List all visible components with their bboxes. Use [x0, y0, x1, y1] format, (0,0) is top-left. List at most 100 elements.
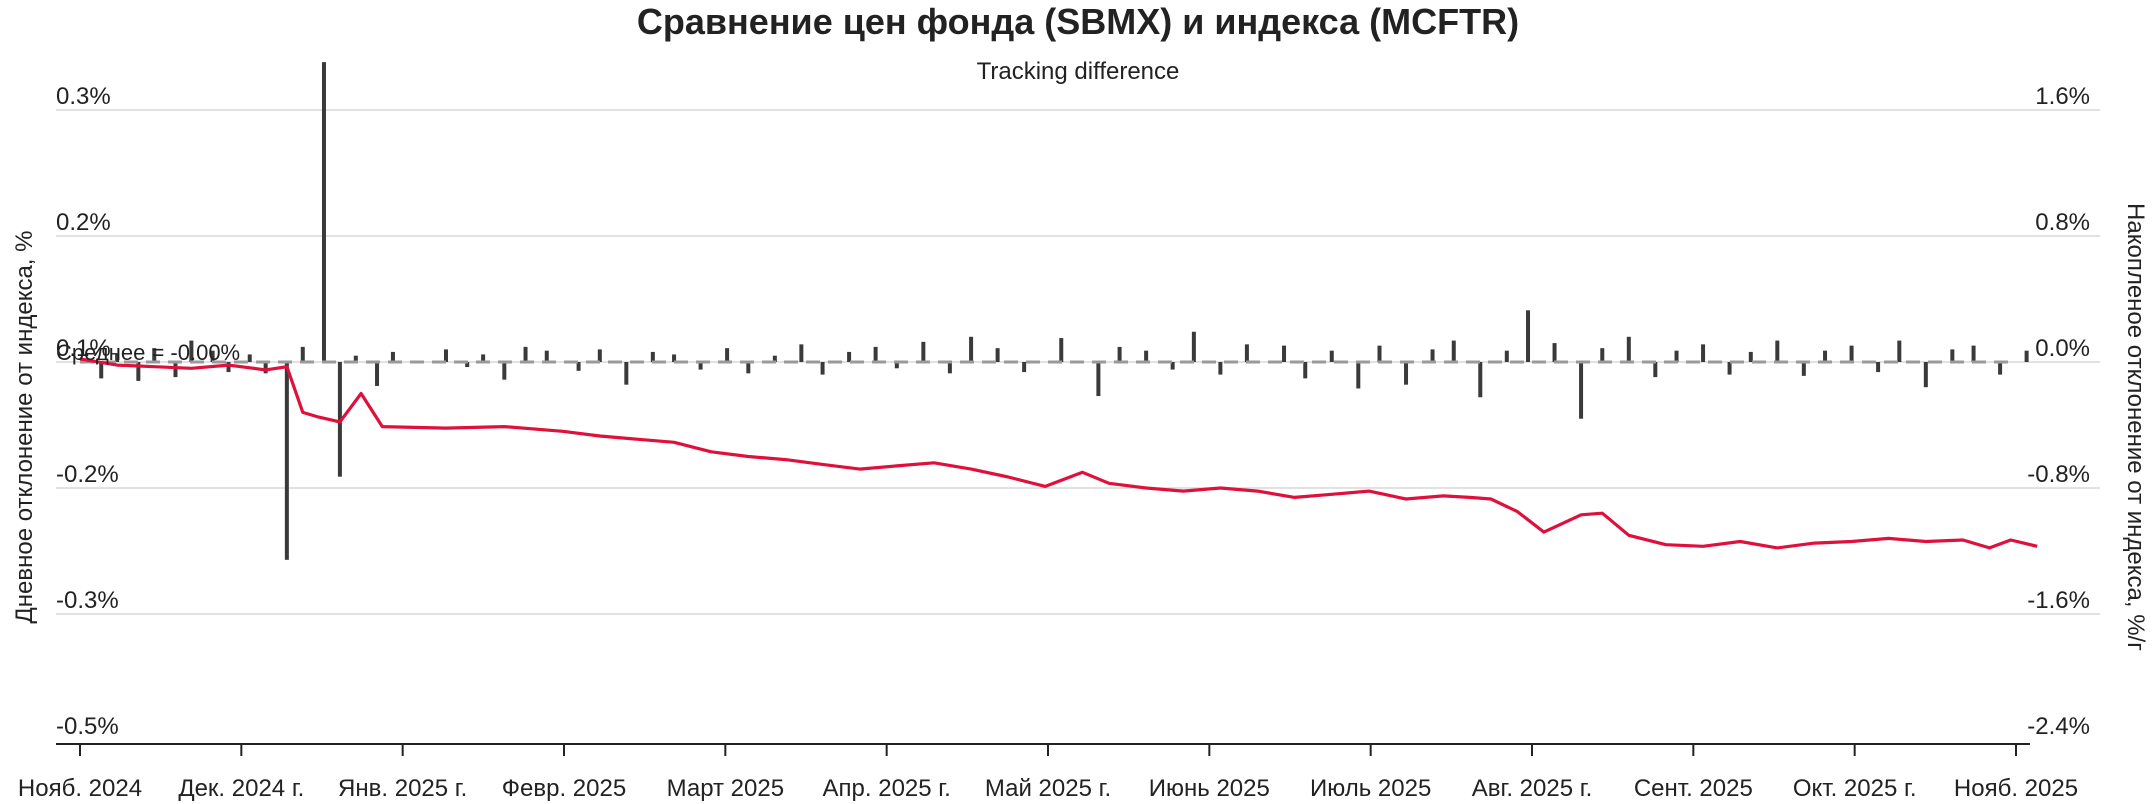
daily-deviation-bar: [995, 348, 1000, 362]
right-tick-label: -2.4%: [2027, 713, 2090, 740]
daily-deviation-bar: [1727, 362, 1732, 375]
daily-deviation-bar: [873, 346, 878, 362]
daily-deviation-bar: [1748, 351, 1753, 362]
daily-deviation-bar: [1451, 340, 1456, 362]
daily-deviation-bar: [300, 346, 305, 362]
daily-deviation-bar: [375, 362, 380, 386]
x-tick-label: Апр. 2025 г.: [823, 775, 951, 802]
cumulative-line: [79, 357, 2038, 550]
daily-deviation-bar: [1282, 345, 1287, 362]
daily-deviation-bar: [1329, 350, 1334, 362]
x-tick-label: Окт. 2025 г.: [1793, 775, 1917, 802]
daily-deviation-bar: [226, 362, 231, 373]
x-tick-label: Нояб. 2024: [18, 775, 142, 802]
daily-deviation-bar: [263, 362, 268, 374]
daily-deviation-bar: [1876, 362, 1881, 373]
right-axis-title: Накопленое отклонение от индекса, %/г: [2122, 203, 2149, 651]
left-tick-label: 0.2%: [56, 209, 111, 236]
left-tick-label: -0.3%: [56, 587, 119, 614]
daily-deviation-bar: [894, 362, 899, 369]
daily-deviation-bar: [1600, 348, 1605, 362]
daily-deviation-bar: [1170, 362, 1175, 370]
daily-deviation-bar: [284, 362, 289, 560]
daily-deviation-bar: [1430, 349, 1435, 362]
daily-deviation-bar: [1218, 362, 1223, 375]
daily-deviation-bar: [1674, 350, 1679, 362]
daily-deviation-bar: [210, 350, 215, 362]
daily-deviation-bar: [353, 355, 358, 362]
daily-deviation-bar: [1897, 340, 1902, 362]
daily-deviation-bar: [597, 349, 602, 362]
x-tick-label: Нояб. 2025: [1954, 775, 2078, 802]
x-tick-label: Дек. 2024 г.: [178, 775, 304, 802]
daily-deviation-bar: [698, 362, 703, 370]
daily-deviation-bar: [523, 346, 528, 362]
daily-deviation-bar: [2024, 350, 2029, 362]
right-tick-label: 1.6%: [2035, 83, 2090, 110]
daily-deviation-bar: [1801, 362, 1806, 376]
daily-deviation-bar: [481, 354, 486, 362]
daily-deviation-bar: [725, 348, 730, 362]
daily-bars: [99, 62, 2029, 560]
x-tick-label: Март 2025: [667, 775, 784, 802]
left-tick-label: 0.3%: [56, 83, 111, 110]
daily-deviation-bar: [1971, 345, 1976, 362]
x-tick-label: Июль 2025: [1310, 775, 1431, 802]
x-tick-label: Авг. 2025 г.: [1472, 775, 1592, 802]
daily-deviation-bar: [947, 362, 952, 374]
daily-deviation-bar: [1096, 362, 1101, 397]
daily-deviation-bar: [1579, 362, 1584, 419]
daily-deviation-bar: [1059, 338, 1064, 362]
daily-deviation-bar: [1823, 350, 1828, 362]
daily-deviation-bar: [799, 344, 804, 362]
daily-deviation-bar: [247, 354, 252, 362]
daily-deviation-bar: [465, 362, 470, 368]
daily-deviation-bar: [1998, 362, 2003, 375]
x-axis: Нояб. 2024 Дек. 2024 г. Янв. 2025 г. Февр. …: [18, 743, 2078, 802]
left-tick-label: 0.1%: [56, 335, 111, 362]
daily-deviation-bar: [136, 362, 141, 381]
daily-deviation-bar: [173, 362, 178, 378]
daily-deviation-bar: [1191, 331, 1196, 362]
daily-deviation-bar: [1504, 350, 1509, 362]
daily-deviation-bar: [921, 341, 926, 362]
daily-deviation-bar: [1356, 362, 1361, 389]
daily-deviation-bar: [820, 362, 825, 375]
right-tick-label: -1.6%: [2027, 587, 2090, 614]
daily-deviation-bar: [576, 362, 581, 371]
daily-deviation-bar: [502, 362, 507, 380]
daily-deviation-bar: [1144, 350, 1149, 362]
chart-subtitle: Tracking difference: [977, 58, 1180, 85]
daily-deviation-bar: [115, 354, 120, 362]
daily-deviation-bar: [1701, 344, 1706, 362]
daily-deviation-bar: [624, 362, 629, 385]
x-tick-label: Сент. 2025: [1634, 775, 1753, 802]
left-tick-label: -0.5%: [56, 713, 119, 740]
daily-deviation-bar: [321, 62, 326, 363]
right-tick-label: -0.8%: [2027, 461, 2090, 488]
daily-deviation-bar: [189, 340, 194, 362]
daily-deviation-bar: [1775, 340, 1780, 362]
daily-deviation-bar: [443, 349, 448, 362]
x-tick-label: Февр. 2025: [502, 775, 626, 802]
x-tick-label: Янв. 2025 г.: [338, 775, 467, 802]
daily-deviation-bar: [1950, 349, 1955, 362]
daily-deviation-bar: [1526, 310, 1531, 362]
left-axis-title: Дневное отклонение от индекса, %: [11, 231, 38, 624]
daily-deviation-bar: [650, 351, 655, 362]
chart-title: Сравнение цен фонда (SBMX) и индекса (MC…: [637, 1, 1519, 42]
daily-deviation-bar: [1117, 346, 1122, 362]
daily-deviation-bar: [1244, 344, 1249, 362]
daily-deviation-bar: [1552, 343, 1557, 362]
right-axis: 1.6% 0.8% 0.0% -0.8% -1.6% -2.4%: [2027, 83, 2090, 740]
daily-deviation-bar: [99, 362, 104, 379]
daily-deviation-bar: [772, 355, 777, 362]
daily-deviation-bar: [672, 354, 677, 362]
mean-annotation: Среднее = -0.00%: [56, 340, 240, 365]
right-tick-label: 0.8%: [2035, 209, 2090, 236]
daily-deviation-bar: [390, 351, 395, 362]
daily-deviation-bar: [1022, 362, 1027, 373]
daily-deviation-bar: [1923, 362, 1928, 388]
daily-deviation-bar: [1377, 345, 1382, 362]
